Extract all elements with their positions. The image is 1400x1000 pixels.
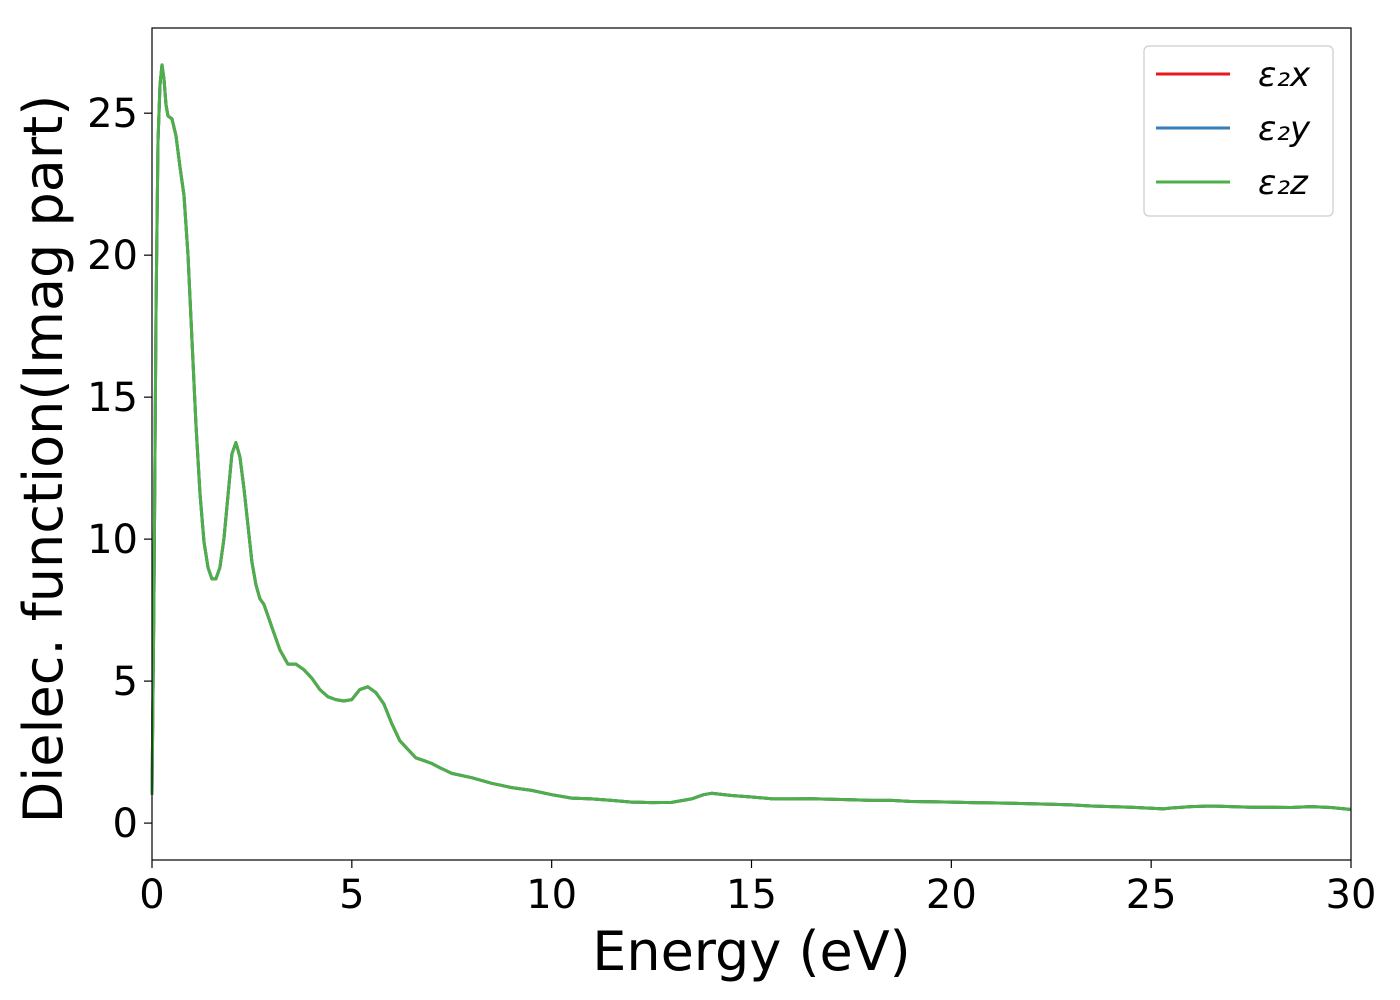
y-tick-label: 25 <box>87 91 138 137</box>
y-tick-label: 0 <box>113 801 138 847</box>
x-axis-ticks: 0 5 10 15 20 25 30 <box>139 860 1376 918</box>
y-tick-label: 20 <box>87 233 138 279</box>
y-tick-label: 15 <box>87 375 138 421</box>
x-tick-label: 15 <box>726 872 777 918</box>
y-axis-title: Dielec. function(Imag part) <box>12 95 75 824</box>
series-line-3 <box>150 63 1352 811</box>
legend-box <box>1143 45 1334 217</box>
legend-items: ε₂x ε₂y ε₂z <box>1156 55 1311 203</box>
legend-label-3: ε₂z <box>1258 163 1309 203</box>
x-axis-title: Energy (eV) <box>592 920 911 983</box>
x-tick-label: 30 <box>1326 872 1377 918</box>
x-tick-label: 10 <box>526 872 577 918</box>
x-tick-label: 0 <box>139 872 164 918</box>
legend-label-2: ε₂y <box>1258 109 1311 149</box>
x-tick-label: 20 <box>926 872 977 918</box>
y-axis-ticks: 0 5 10 15 20 25 <box>87 91 152 847</box>
series-layer <box>150 63 1352 811</box>
y-tick-label: 5 <box>113 659 138 705</box>
legend: ε₂x ε₂y ε₂z <box>1143 45 1334 217</box>
y-tick-label: 10 <box>87 517 138 563</box>
x-tick-label: 25 <box>1126 872 1177 918</box>
legend-label-1: ε₂x <box>1258 55 1311 95</box>
x-tick-label: 5 <box>339 872 364 918</box>
